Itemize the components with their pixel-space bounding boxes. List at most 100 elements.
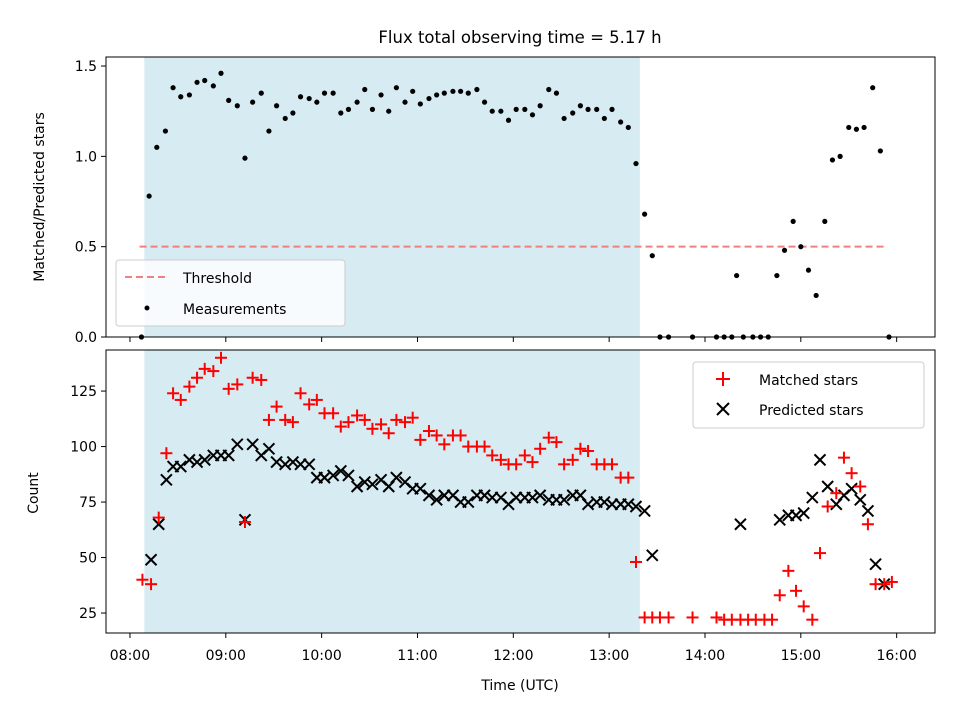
measurement-point (345, 106, 352, 112)
matched-star-marker (160, 447, 173, 460)
matched-star-marker (358, 413, 371, 426)
x-axis-label: Time (UTC) (480, 678, 558, 694)
predicted-star-marker (861, 504, 875, 518)
measurement-point (178, 94, 184, 100)
measurement-point (805, 267, 812, 273)
measurement-point (362, 86, 368, 93)
measurement-point (633, 160, 639, 167)
observing-window-shade (144, 350, 640, 633)
predicted-star-marker (629, 500, 643, 513)
matched-star-marker (534, 442, 547, 455)
matched-star-marker (486, 449, 499, 462)
measurement-point (798, 244, 804, 250)
measurement-point (625, 124, 631, 131)
predicted-star-marker (302, 458, 316, 471)
predicted-star-marker (160, 473, 173, 487)
measurements-legend-label: Measurements (183, 302, 286, 318)
predicted-star-marker (152, 518, 165, 531)
measurement-point (513, 106, 519, 112)
matched-star-marker (845, 467, 858, 480)
measurement-point (649, 253, 655, 259)
measurement-point (194, 79, 200, 85)
matched-star-marker (662, 611, 675, 624)
matched-star-marker (574, 442, 587, 455)
matched-star-marker (238, 516, 251, 529)
measurement-point (306, 95, 312, 102)
matched-star-marker (366, 422, 379, 435)
matched-star-marker (582, 444, 595, 457)
predicted-star-marker (806, 491, 819, 504)
predicted-star-marker (734, 518, 747, 531)
bottom-legend-box (692, 361, 925, 429)
matched-star-marker (406, 411, 419, 424)
matched-star-marker (390, 413, 403, 426)
bottom-legend: Matched stars Predicted stars (692, 361, 925, 429)
matched-star-marker (303, 398, 316, 411)
x-tick-label: 14:00 (685, 648, 725, 664)
measurement-point (877, 148, 883, 154)
matched-star-marker (351, 409, 364, 422)
matched-star-marker (342, 416, 355, 429)
matched-star-marker (797, 600, 810, 613)
measurement-point (234, 103, 240, 109)
predicted-star-marker (462, 495, 475, 509)
measurement-point (642, 211, 648, 217)
measurement-point (553, 90, 560, 96)
measurement-point (585, 106, 591, 112)
matched-star-marker (550, 436, 563, 449)
measurement-point (601, 115, 607, 122)
measurement-point (434, 92, 440, 98)
measurements-legend-swatch (144, 305, 150, 311)
matched-star-marker (558, 458, 571, 471)
matched-star-marker (334, 420, 347, 433)
matched-star-marker (526, 456, 539, 469)
matched-star-marker (327, 407, 340, 420)
measurement-point (282, 115, 288, 122)
predicted-star-marker (390, 471, 403, 484)
predicted-star-marker (358, 475, 371, 489)
predicted-star-marker (286, 455, 300, 469)
matched-star-marker (766, 613, 779, 626)
measurement-point (529, 112, 536, 118)
matched-star-marker (167, 387, 180, 400)
measurement-point (594, 106, 600, 112)
predicted-star-marker (246, 438, 259, 451)
y-tick-label: 1.5 (75, 59, 97, 75)
matched-star-marker (382, 427, 395, 440)
matched-star-marker (231, 378, 244, 391)
bottom-panel: 25 50 75 100 125 08:00 09:00 10:00 11:00 12:00 13… (26, 349, 936, 694)
measurement-point (790, 218, 796, 224)
measurement-point (162, 128, 169, 134)
matched-star-marker (821, 500, 834, 513)
predicted-legend-label: Predicted stars (759, 403, 864, 419)
predicted-star-marker (430, 493, 443, 507)
measurement-point (410, 88, 416, 94)
matched-star-marker (375, 418, 388, 431)
predicted-star-marker (526, 491, 539, 504)
matched-star-marker (270, 400, 283, 413)
measurement-point (386, 108, 392, 114)
measurement-point (369, 106, 376, 112)
measurement-point (417, 101, 423, 107)
matched-star-marker (215, 351, 228, 364)
matched-star-marker (255, 373, 268, 386)
matched-star-marker (262, 413, 275, 426)
matched-star-marker (878, 578, 891, 591)
measurement-point (426, 95, 432, 102)
matched-star-marker (830, 487, 843, 500)
matched-star-marker (246, 371, 259, 384)
measurement-point (734, 272, 740, 279)
predicted-star-marker (646, 549, 659, 562)
measurement-point (870, 85, 876, 91)
measurement-point (450, 88, 456, 94)
measurement-point (226, 97, 232, 103)
measurement-point (146, 193, 152, 199)
predicted-star-marker (350, 480, 364, 493)
predicted-star-marker (262, 442, 276, 455)
measurement-point (458, 88, 464, 94)
matched-star-marker (629, 555, 642, 568)
measurement-point (393, 85, 399, 91)
predicted-star-marker (557, 493, 571, 507)
matched-star-marker (854, 480, 867, 493)
measurement-point (441, 90, 447, 96)
